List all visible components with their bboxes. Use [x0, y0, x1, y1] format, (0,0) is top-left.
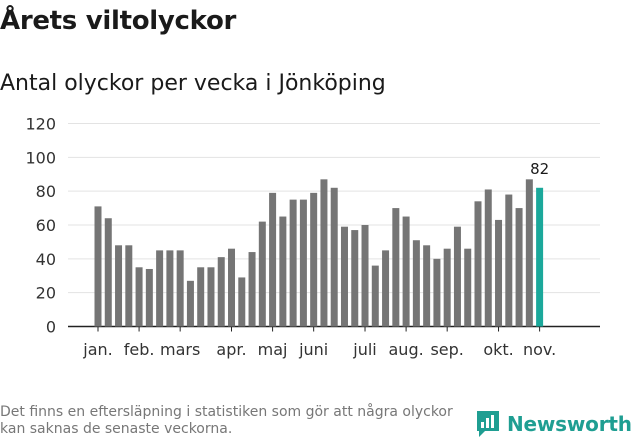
x-tick-label: sep. — [430, 340, 463, 359]
footnote: Det finns en eftersläpning i statistiken… — [0, 404, 453, 437]
x-tick-label: aug. — [389, 340, 424, 359]
bar — [402, 216, 410, 327]
bar — [464, 248, 472, 327]
x-tick-label: juli — [352, 340, 376, 359]
bar — [104, 218, 112, 327]
y-tick-label: 60 — [36, 216, 56, 235]
bar — [361, 225, 369, 327]
bar — [330, 187, 338, 327]
bar — [207, 267, 215, 327]
annotations: 82 — [530, 160, 549, 178]
bar — [310, 192, 318, 327]
last-value-label: 82 — [530, 160, 549, 178]
bar — [289, 199, 297, 327]
x-tick-label: okt. — [483, 340, 513, 359]
bar — [248, 252, 256, 327]
bar — [166, 250, 174, 327]
bar — [228, 248, 236, 327]
bar — [340, 226, 348, 327]
bar — [258, 221, 266, 327]
y-tick-labels: 0 20 40 60 80 100 120 — [25, 115, 56, 337]
x-tick-label: nov. — [523, 340, 556, 359]
y-tick-label: 40 — [36, 250, 56, 269]
bar — [392, 208, 400, 327]
x-tick-label: juni — [298, 340, 328, 359]
bar — [382, 250, 390, 327]
y-tick-label: 0 — [46, 318, 56, 337]
bar — [412, 240, 420, 327]
bar — [515, 208, 523, 327]
brand-name: Newsworthy — [507, 412, 631, 436]
bar — [176, 250, 184, 327]
bar — [115, 245, 123, 327]
x-tick-label: apr. — [216, 340, 246, 359]
chart-subtitle: Antal olyckor per vecka i Jönköping — [0, 71, 386, 96]
chart-title: Årets viltolyckor — [0, 6, 237, 36]
bar — [453, 226, 461, 327]
bar — [156, 250, 164, 327]
bar — [125, 245, 133, 327]
bar-latest — [536, 187, 544, 327]
bar — [505, 194, 513, 327]
y-tick-label: 80 — [36, 182, 56, 201]
x-tick-label: jan. — [82, 340, 112, 359]
bar — [238, 277, 246, 327]
bar — [525, 179, 533, 327]
bar — [145, 268, 153, 327]
x-tick-label: maj — [258, 340, 288, 359]
x-tick-label: feb. — [124, 340, 155, 359]
bar — [299, 199, 307, 327]
y-tick-label: 100 — [25, 148, 56, 167]
bar — [135, 267, 143, 327]
bar — [186, 280, 194, 327]
x-tick-labels: jan. feb. mars apr. maj juni juli aug. sep. okt. n… — [82, 326, 556, 359]
bar — [443, 248, 451, 327]
bar — [351, 230, 359, 327]
bar — [197, 267, 205, 327]
bar — [217, 257, 225, 327]
bar — [484, 189, 492, 327]
bar — [269, 192, 277, 327]
newsworthy-logo-icon — [477, 411, 499, 437]
bar — [94, 206, 102, 327]
bar — [279, 216, 287, 327]
bar — [495, 219, 503, 327]
y-tick-label: 120 — [25, 115, 56, 134]
brand[interactable]: Newsworthy — [475, 408, 631, 440]
bars — [94, 179, 544, 327]
bar — [371, 265, 379, 327]
bar — [320, 179, 328, 327]
bar — [423, 245, 431, 327]
bar — [433, 258, 441, 327]
bar — [474, 201, 482, 327]
x-tick-label: mars — [160, 340, 200, 359]
y-tick-label: 20 — [36, 284, 56, 303]
